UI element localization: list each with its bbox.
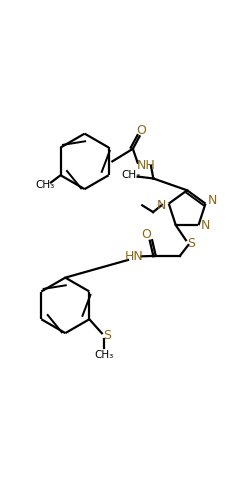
Text: CH₃: CH₃	[35, 180, 54, 190]
Text: S: S	[187, 237, 195, 249]
Text: O: O	[141, 228, 151, 242]
Text: CH₃: CH₃	[94, 350, 113, 360]
Text: N: N	[208, 194, 217, 207]
Text: CH₃: CH₃	[121, 170, 141, 180]
Text: NH: NH	[136, 159, 155, 172]
Text: O: O	[136, 124, 146, 137]
Text: HN: HN	[125, 250, 143, 263]
Text: N: N	[157, 199, 166, 212]
Text: N: N	[201, 219, 210, 232]
Text: S: S	[103, 329, 111, 342]
